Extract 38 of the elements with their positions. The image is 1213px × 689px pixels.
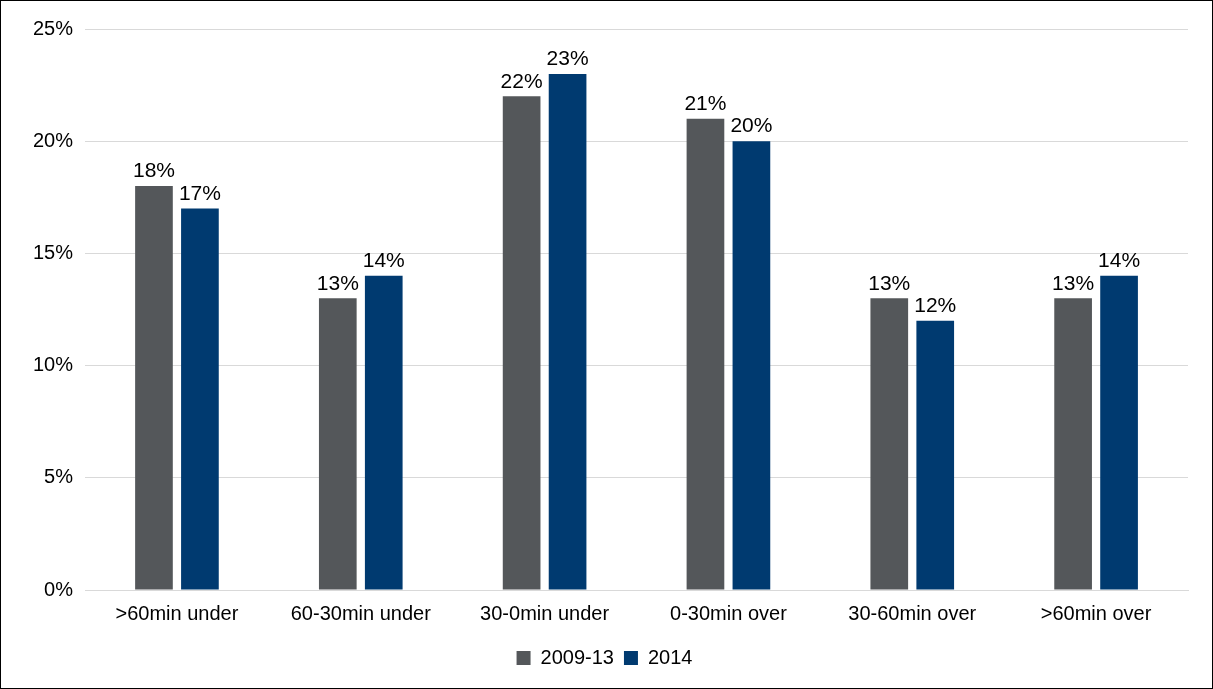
bar	[548, 73, 587, 590]
data-label: 20%	[730, 113, 773, 137]
data-label: 12%	[914, 293, 957, 317]
bar	[135, 186, 173, 590]
data-label: 18%	[132, 158, 175, 182]
bar	[686, 118, 725, 590]
bar	[1100, 275, 1138, 590]
data-label: 23%	[546, 46, 589, 70]
bar	[870, 298, 909, 590]
bar	[502, 96, 541, 590]
data-label: 14%	[362, 248, 405, 272]
y-tick-label: 15%	[33, 240, 74, 263]
data-label: 14%	[1098, 248, 1141, 272]
y-tick-label: 0%	[44, 577, 74, 600]
bar	[732, 141, 771, 590]
data-label: 22%	[500, 68, 543, 92]
y-tick-label: 10%	[33, 353, 74, 376]
x-tick-label: 60-30min under	[290, 601, 432, 624]
bar	[318, 298, 357, 590]
x-tick-label: 30-0min under	[480, 601, 610, 624]
y-tick-label: 25%	[33, 16, 74, 39]
data-label: 13%	[868, 270, 911, 294]
y-tick-label: 5%	[44, 465, 74, 488]
bar	[1054, 298, 1092, 590]
bar	[364, 275, 403, 590]
x-tick-label: 0-30min over	[670, 601, 788, 624]
bar	[916, 320, 955, 590]
bar	[181, 208, 219, 590]
data-label: 17%	[178, 180, 221, 204]
legend-label: 2014	[647, 645, 693, 668]
legend-label: 2009-13	[540, 645, 614, 668]
data-label: 21%	[684, 91, 727, 115]
x-tick-label: >60min over	[1040, 601, 1152, 624]
x-tick-label: >60min under	[115, 601, 239, 624]
data-label: 13%	[316, 270, 359, 294]
data-label: 13%	[1052, 270, 1095, 294]
x-tick-label: 30-60min over	[848, 601, 977, 624]
y-tick-label: 20%	[33, 128, 74, 151]
